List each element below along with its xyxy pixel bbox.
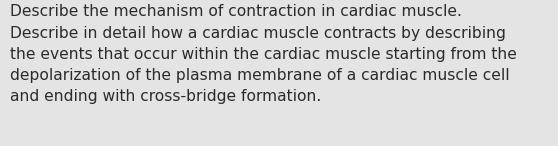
Text: Describe the mechanism of contraction in cardiac muscle.
Describe in detail how : Describe the mechanism of contraction in… (10, 4, 517, 104)
